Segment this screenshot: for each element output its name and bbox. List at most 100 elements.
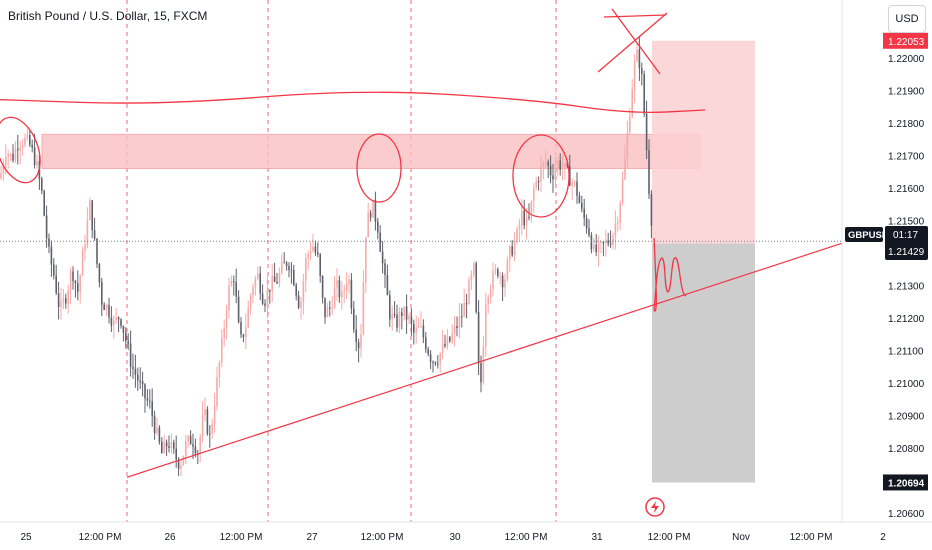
candle-body: [156, 427, 158, 433]
candle-body: [374, 199, 377, 222]
candle-body: [525, 216, 528, 226]
symbol-tag: [845, 227, 883, 242]
x-mark-stroke: [611, 8, 661, 75]
candle-body: [161, 441, 163, 454]
candle-body: [2, 165, 5, 174]
price-tick-label: 1.20600: [888, 509, 925, 520]
candle-body: [595, 244, 597, 253]
candle-body: [257, 273, 259, 279]
drawn-circle: [356, 133, 402, 203]
candle-body: [528, 216, 530, 218]
candle-body: [626, 132, 629, 159]
candle-body: [9, 153, 12, 155]
candle-body: [101, 282, 103, 305]
candle-body: [547, 162, 549, 166]
candle-body: [336, 280, 338, 288]
candle-body: [134, 368, 137, 375]
candle-body: [252, 286, 254, 296]
candle-body: [513, 241, 516, 256]
candle-body: [331, 307, 333, 309]
candle-body: [573, 181, 576, 183]
candle-body: [223, 327, 225, 339]
candle-body: [259, 273, 261, 294]
x-mark-stroke: [597, 12, 668, 73]
candle-body: [283, 262, 285, 264]
candle-body: [115, 317, 117, 321]
candle-body: [69, 271, 72, 291]
candle-body: [14, 148, 17, 161]
candle-body: [643, 74, 645, 114]
candle-body: [271, 276, 273, 292]
candle-body: [288, 265, 290, 270]
candle-body: [170, 442, 173, 449]
price-tick-label: 1.21200: [888, 314, 925, 325]
candle-body: [535, 180, 537, 189]
candle-body: [201, 415, 204, 438]
candle-body: [77, 283, 79, 292]
candle-body: [609, 243, 612, 245]
candle-body: [125, 332, 127, 341]
candle-body: [146, 398, 149, 401]
candle-body: [540, 166, 542, 182]
countdown-text: 01:17: [893, 230, 918, 241]
candle-body: [237, 296, 240, 323]
candle-body: [530, 200, 533, 218]
currency-button[interactable]: USD: [888, 5, 926, 33]
candle-body: [345, 283, 348, 291]
candle-body: [31, 144, 33, 148]
candle-body: [163, 442, 165, 454]
candle-body: [233, 281, 235, 283]
candle-body: [415, 327, 417, 333]
candle-body: [468, 280, 470, 304]
candle-body: [619, 202, 621, 223]
candle-body: [516, 228, 518, 242]
candle-body: [549, 165, 552, 176]
candle-body: [67, 290, 69, 304]
candle-body: [465, 303, 468, 305]
candle-body: [480, 363, 482, 383]
candle-body: [302, 281, 305, 302]
candle-body: [612, 235, 614, 245]
candle-body: [103, 304, 105, 311]
candle-body: [401, 312, 403, 317]
candle-body: [117, 317, 120, 320]
candle-body: [396, 314, 398, 328]
time-tick-label: 30: [449, 532, 461, 543]
candle-body: [293, 270, 295, 286]
candle-body: [537, 180, 540, 182]
candle-body: [79, 275, 81, 292]
candle-body: [602, 241, 605, 244]
stop-zone: [652, 40, 755, 244]
candle-body: [386, 274, 389, 296]
candle-body: [321, 276, 324, 298]
symbol-tag-text: GBPUSD: [848, 230, 889, 241]
candle-body: [139, 380, 141, 382]
candle-body: [413, 323, 415, 333]
candle-body: [48, 238, 50, 247]
candle-body: [353, 308, 355, 330]
time-tick-label: 2: [880, 532, 886, 543]
candle-body: [504, 279, 506, 288]
candle-body: [177, 459, 180, 469]
candle-body: [228, 285, 230, 311]
candle-body: [194, 446, 197, 454]
candle-body: [297, 295, 300, 308]
candle-body: [487, 297, 489, 305]
candle-body: [264, 303, 266, 306]
price-tick-label: 1.21700: [888, 152, 925, 163]
candle-body: [324, 297, 326, 318]
candle-body: [192, 444, 194, 447]
candle-body: [453, 326, 456, 334]
candle-body: [204, 409, 206, 416]
candle-body: [362, 282, 365, 335]
candle-body: [489, 288, 492, 298]
candle-body: [645, 113, 648, 151]
candle-body: [405, 306, 408, 320]
candle-body: [319, 254, 321, 277]
candle-body: [557, 160, 559, 170]
time-tick-label: 26: [164, 532, 176, 543]
time-tick-label: Nov: [732, 532, 750, 543]
candle-body: [24, 137, 26, 146]
candle-body: [300, 301, 302, 308]
